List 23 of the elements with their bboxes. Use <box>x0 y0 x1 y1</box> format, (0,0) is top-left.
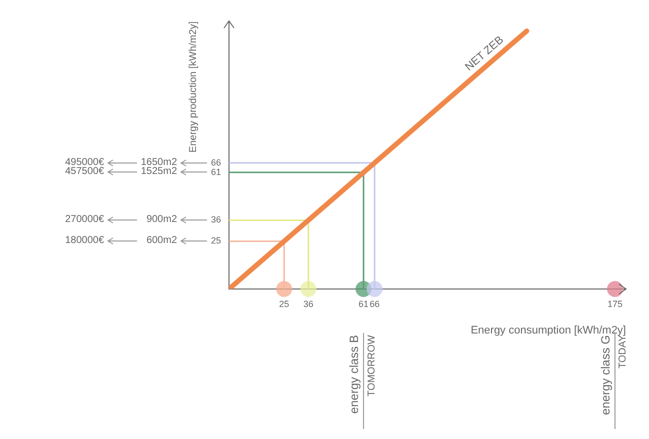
text: 495000€ <box>65 156 104 168</box>
text: 270000€ <box>65 214 104 226</box>
x-tick-label: 36 <box>303 298 314 309</box>
x-tick-label: 175 <box>607 298 622 309</box>
x-tick-label: 66 <box>370 298 380 309</box>
y-axis-title: Energy production [kWh/m2y] <box>188 21 199 153</box>
text: 900m2 <box>146 214 178 226</box>
ref-line-label: energy class B <box>346 335 361 414</box>
text: TOMORROW <box>366 334 378 396</box>
y-tick-label: 66 <box>210 157 222 168</box>
y-tick-label: 61 <box>210 166 222 177</box>
text: 457500€ <box>65 166 104 178</box>
x-axis-title: Energy consumption [kWh/m2y] <box>470 324 626 336</box>
y-tick-label: 25 <box>210 236 222 246</box>
ref-line-label: energy class G <box>598 335 612 416</box>
x-tick-label: 61 <box>358 298 369 309</box>
x-tick-label: 25 <box>279 298 290 309</box>
text: TODAY <box>618 334 629 369</box>
text: 600m2 <box>146 235 178 248</box>
text: 1525m2 <box>140 166 178 178</box>
y-tick-label: 36 <box>210 214 222 225</box>
text: 1650m2 <box>140 156 178 168</box>
text: 180000€ <box>65 235 104 248</box>
